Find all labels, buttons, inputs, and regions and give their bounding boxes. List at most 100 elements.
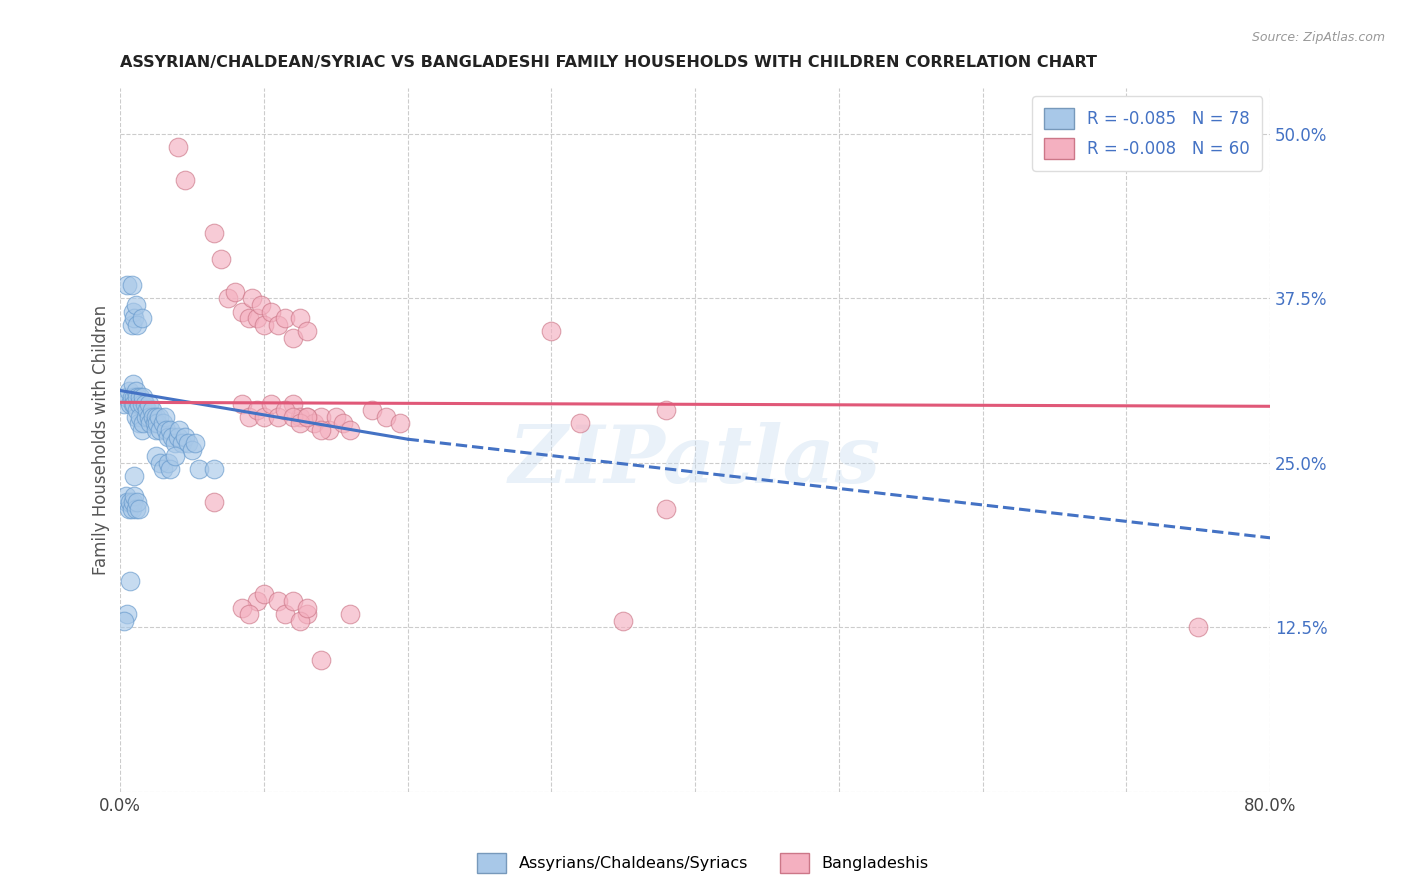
Point [288, 409, 311, 424]
Text: ZIPatlas: ZIPatlas [509, 422, 882, 500]
Point [202, 495, 225, 509]
Point [253, 587, 276, 601]
Point [131, 423, 153, 437]
Point [121, 278, 143, 293]
Point [209, 252, 232, 266]
Point [250, 298, 273, 312]
Point [155, 423, 177, 437]
Point [117, 278, 139, 293]
Point [260, 304, 283, 318]
Point [122, 304, 145, 318]
Point [129, 390, 152, 404]
Point [141, 403, 163, 417]
Point [156, 456, 179, 470]
Point [124, 469, 146, 483]
Point [148, 409, 170, 424]
Point [253, 318, 276, 332]
Point [311, 409, 333, 424]
Point [238, 607, 260, 621]
Point [281, 594, 304, 608]
Point [160, 429, 183, 443]
Point [127, 495, 149, 509]
Point [217, 292, 239, 306]
Point [128, 397, 150, 411]
Point [118, 502, 141, 516]
Point [332, 417, 354, 431]
Point [114, 390, 136, 404]
Point [281, 397, 304, 411]
Point [238, 409, 260, 424]
Point [128, 417, 150, 431]
Point [260, 397, 283, 411]
Point [655, 502, 678, 516]
Point [281, 409, 304, 424]
Point [311, 653, 333, 667]
Point [149, 423, 172, 437]
Point [143, 417, 166, 431]
Point [124, 397, 146, 411]
Point [136, 403, 159, 417]
Point [145, 409, 167, 424]
Point [267, 594, 290, 608]
Point [163, 436, 186, 450]
Point [167, 423, 190, 437]
Point [231, 397, 253, 411]
Point [170, 436, 193, 450]
Point [149, 456, 172, 470]
Point [124, 311, 146, 326]
Point [360, 403, 382, 417]
Point [295, 409, 318, 424]
Point [122, 397, 145, 411]
Point [153, 409, 176, 424]
Point [288, 614, 311, 628]
Point [121, 318, 143, 332]
Point [612, 614, 634, 628]
Point [142, 409, 165, 424]
Point [118, 384, 141, 398]
Point [288, 311, 311, 326]
Point [274, 403, 297, 417]
Point [124, 489, 146, 503]
Legend: R = -0.085   N = 78, R = -0.008   N = 60: R = -0.085 N = 78, R = -0.008 N = 60 [1032, 96, 1263, 170]
Point [128, 502, 150, 516]
Point [124, 390, 146, 404]
Point [274, 607, 297, 621]
Point [139, 417, 162, 431]
Point [121, 390, 143, 404]
Point [134, 397, 156, 411]
Point [540, 324, 562, 338]
Point [173, 173, 195, 187]
Point [159, 423, 181, 437]
Point [138, 397, 160, 411]
Point [156, 429, 179, 443]
Point [112, 614, 135, 628]
Point [132, 390, 155, 404]
Point [231, 600, 253, 615]
Point [127, 318, 149, 332]
Point [127, 403, 149, 417]
Point [295, 324, 318, 338]
Point [339, 607, 361, 621]
Point [246, 403, 269, 417]
Point [339, 423, 361, 437]
Point [246, 594, 269, 608]
Point [253, 409, 276, 424]
Point [125, 502, 148, 516]
Point [125, 298, 148, 312]
Point [117, 495, 139, 509]
Point [120, 495, 142, 509]
Point [281, 331, 304, 345]
Point [146, 417, 169, 431]
Point [135, 409, 157, 424]
Point [132, 417, 155, 431]
Point [163, 450, 186, 464]
Point [181, 442, 204, 457]
Point [125, 384, 148, 398]
Point [655, 403, 678, 417]
Point [145, 423, 167, 437]
Point [121, 502, 143, 516]
Point [114, 489, 136, 503]
Point [125, 409, 148, 424]
Point [166, 140, 188, 154]
Point [188, 462, 211, 476]
